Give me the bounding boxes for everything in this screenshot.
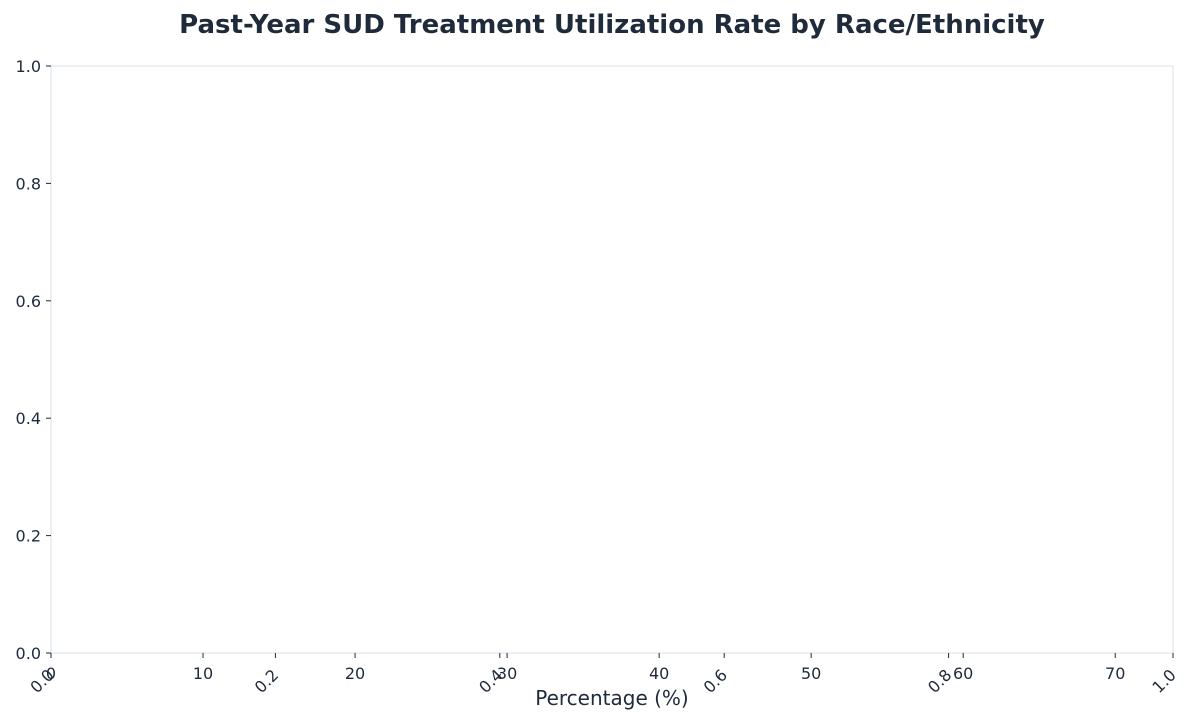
y-axis: 0.0 0.2 0.4 0.6 0.8 1.0 xyxy=(16,57,51,663)
plot-frame xyxy=(50,65,1174,654)
secondary-x-tick-label: 0.6 xyxy=(700,665,731,696)
x-tick-label: 10 xyxy=(193,664,213,683)
secondary-x-tick-label: 1.0 xyxy=(1148,665,1179,696)
x-tick-label: 40 xyxy=(649,664,669,683)
x-tick-label: 60 xyxy=(953,664,973,683)
x-tick-label: 50 xyxy=(801,664,821,683)
x-axis-label: Percentage (%) xyxy=(535,686,688,710)
x-tick-label: 70 xyxy=(1105,664,1125,683)
x-tick-label: 20 xyxy=(345,664,365,683)
chart-title: Past-Year SUD Treatment Utilization Rate… xyxy=(179,10,1045,40)
x-tick-label: 0 xyxy=(46,664,56,683)
x-axis: 0 10 20 30 40 50 60 70 xyxy=(46,653,1125,683)
y-tick-label: 0.6 xyxy=(16,292,41,311)
secondary-x-tick-label: 0.8 xyxy=(924,665,955,696)
y-tick-label: 1.0 xyxy=(16,57,41,76)
x-tick-label: 30 xyxy=(497,664,517,683)
y-tick-label: 0.0 xyxy=(16,644,41,663)
secondary-x-tick-label: 0.2 xyxy=(251,665,282,696)
y-tick-label: 0.2 xyxy=(16,527,41,546)
y-tick-label: 0.4 xyxy=(16,409,41,428)
y-tick-label: 0.8 xyxy=(16,174,41,193)
